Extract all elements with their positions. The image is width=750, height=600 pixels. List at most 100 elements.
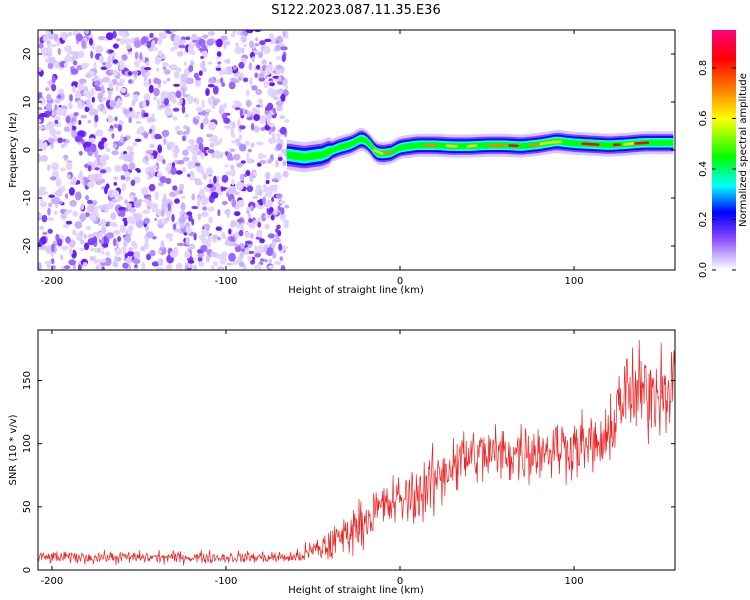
noise-blob	[240, 222, 244, 230]
noise-blob	[47, 217, 54, 221]
noise-blob	[98, 259, 107, 263]
noise-blob	[141, 186, 149, 196]
noise-blob	[98, 55, 104, 63]
noise-blob	[279, 256, 284, 262]
noise-blob	[275, 159, 279, 168]
noise-blob	[47, 62, 54, 70]
noise-blob	[181, 135, 186, 142]
noise-blob	[198, 234, 206, 241]
noise-blob	[68, 247, 74, 255]
noise-blob	[195, 78, 202, 87]
noise-blob	[182, 149, 189, 156]
noise-blob	[121, 183, 126, 192]
noise-blob	[40, 154, 48, 162]
noise-blob	[124, 199, 128, 205]
noise-blob	[57, 48, 61, 55]
noise-blob	[163, 80, 167, 85]
noise-blob	[264, 74, 268, 80]
noise-blob	[284, 84, 289, 89]
noise-blob	[257, 221, 262, 228]
noise-blob	[275, 64, 283, 70]
noise-blob	[137, 127, 145, 134]
noise-blob	[264, 171, 271, 180]
noise-blob	[162, 159, 166, 165]
noise-blob	[128, 116, 133, 124]
noise-blob	[281, 54, 286, 63]
noise-blob	[207, 84, 215, 88]
noise-blob	[279, 126, 287, 135]
noise-blob	[250, 142, 255, 148]
noise-blob	[185, 226, 192, 234]
noise-blob	[254, 72, 258, 79]
noise-blob	[110, 212, 117, 220]
noise-blob	[38, 140, 44, 149]
noise-blob	[193, 144, 199, 152]
noise-blob	[65, 115, 71, 124]
noise-blob	[200, 55, 205, 60]
noise-blob	[216, 51, 222, 58]
noise-blob	[56, 107, 64, 116]
noise-blob	[54, 104, 58, 111]
y-tick-label: 50	[22, 500, 33, 513]
noise-blob	[249, 77, 253, 86]
noise-blob	[40, 236, 47, 245]
noise-blob	[156, 98, 161, 106]
noise-blob	[87, 238, 96, 246]
noise-blob	[116, 98, 122, 106]
noise-blob	[174, 198, 180, 204]
noise-blob	[87, 120, 91, 124]
noise-blob	[256, 64, 261, 70]
noise-blob	[255, 184, 262, 190]
noise-blob	[263, 46, 271, 54]
noise-blob	[131, 70, 139, 75]
noise-blob	[66, 174, 71, 180]
noise-blob	[183, 61, 187, 66]
noise-blob	[152, 236, 157, 240]
noise-blob	[126, 251, 135, 257]
noise-blob	[176, 160, 185, 165]
noise-blob	[79, 230, 84, 237]
noise-blob	[118, 30, 126, 37]
noise-blob	[87, 204, 95, 213]
noise-blob	[251, 85, 258, 91]
noise-blob	[240, 173, 245, 182]
noise-blob	[156, 135, 163, 139]
noise-blob	[73, 112, 79, 116]
noise-blob	[75, 191, 82, 201]
noise-blob	[197, 256, 203, 263]
noise-blob	[87, 165, 92, 172]
noise-blob	[156, 36, 163, 46]
noise-blob	[115, 242, 119, 248]
noise-blob	[74, 135, 83, 142]
noise-blob	[238, 133, 243, 141]
noise-blob	[215, 67, 222, 71]
noise-blob	[132, 258, 141, 265]
noise-blob	[81, 40, 86, 49]
noise-blob	[38, 67, 43, 72]
noise-blob	[68, 31, 73, 36]
noise-blob	[122, 153, 131, 162]
noise-blob	[38, 186, 47, 191]
noise-blob	[53, 210, 58, 216]
noise-blob	[165, 177, 172, 185]
noise-blob	[171, 96, 177, 104]
noise-blob	[168, 235, 173, 242]
noise-blob	[211, 151, 216, 159]
noise-blob	[155, 67, 160, 72]
noise-blob	[266, 69, 271, 76]
noise-blob	[210, 251, 218, 257]
noise-blob	[234, 46, 243, 55]
noise-blob	[45, 103, 53, 110]
noise-blob	[206, 183, 214, 188]
noise-blob	[83, 90, 91, 97]
figure-title: S122.2023.087.11.35.E36	[271, 3, 440, 18]
noise-blob	[38, 107, 43, 111]
noise-blob	[47, 164, 51, 172]
noise-blob	[247, 250, 255, 254]
noise-blob	[267, 87, 275, 97]
noise-blob	[94, 86, 102, 92]
noise-blob	[201, 211, 209, 218]
noise-blob	[221, 251, 228, 258]
noise-blob	[279, 200, 286, 204]
noise-blob	[245, 30, 254, 34]
